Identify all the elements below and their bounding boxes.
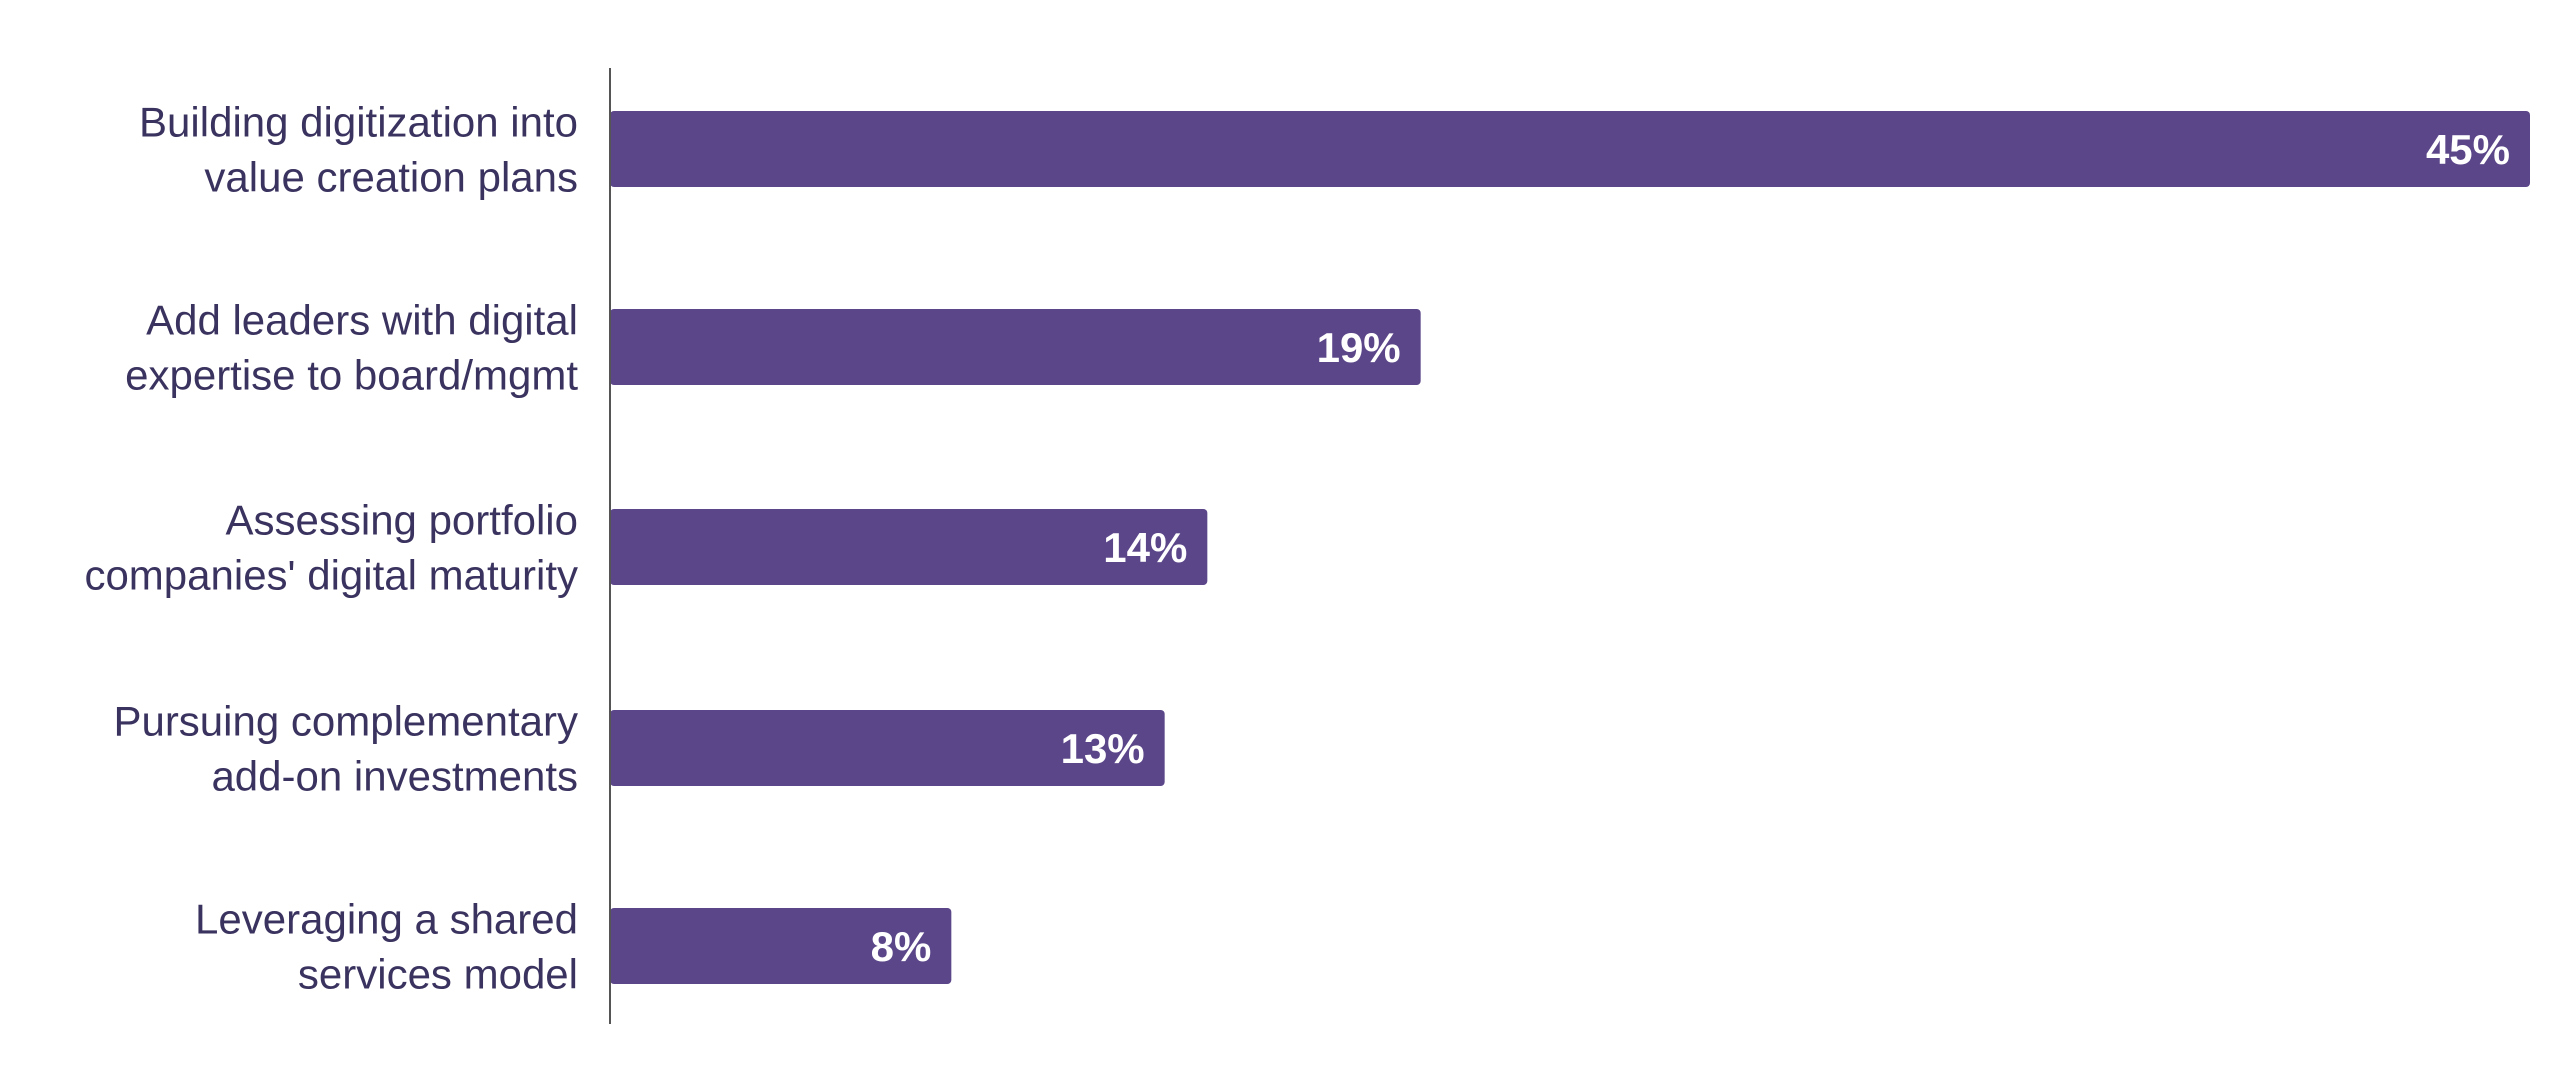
bar-1 [610, 309, 1421, 385]
category-labels-layer: Building digitization into value creation… [84, 99, 578, 998]
category-label-4-line-1: services model [298, 951, 578, 998]
category-label-4-line-0: Leveraging a shared [195, 896, 578, 943]
value-label-1: 19% [1317, 324, 1401, 371]
category-label-2-line-0: Assessing portfolio [225, 497, 578, 544]
category-label-0-line-1: value creation plans [204, 154, 578, 201]
category-label-0-line-0: Building digitization into [139, 99, 578, 146]
category-label-3-line-0: Pursuing complementary [113, 698, 578, 745]
category-label-2-line-1: companies' digital maturity [84, 552, 578, 599]
bar-2 [610, 509, 1208, 585]
value-label-0: 45% [2426, 126, 2510, 173]
bar-4 [610, 908, 952, 984]
category-label-1-line-1: expertise to board/mgmt [125, 352, 578, 399]
bars-layer: 45% 19% 14% 13% 8% [610, 111, 2530, 984]
category-label-3-line-1: add-on investments [211, 753, 578, 800]
bar-3 [610, 710, 1165, 786]
value-label-2: 14% [1103, 524, 1187, 571]
bar-0 [610, 111, 2530, 187]
value-label-4: 8% [871, 923, 932, 970]
category-label-1-line-0: Add leaders with digital [146, 297, 578, 344]
value-label-3: 13% [1061, 725, 1145, 772]
